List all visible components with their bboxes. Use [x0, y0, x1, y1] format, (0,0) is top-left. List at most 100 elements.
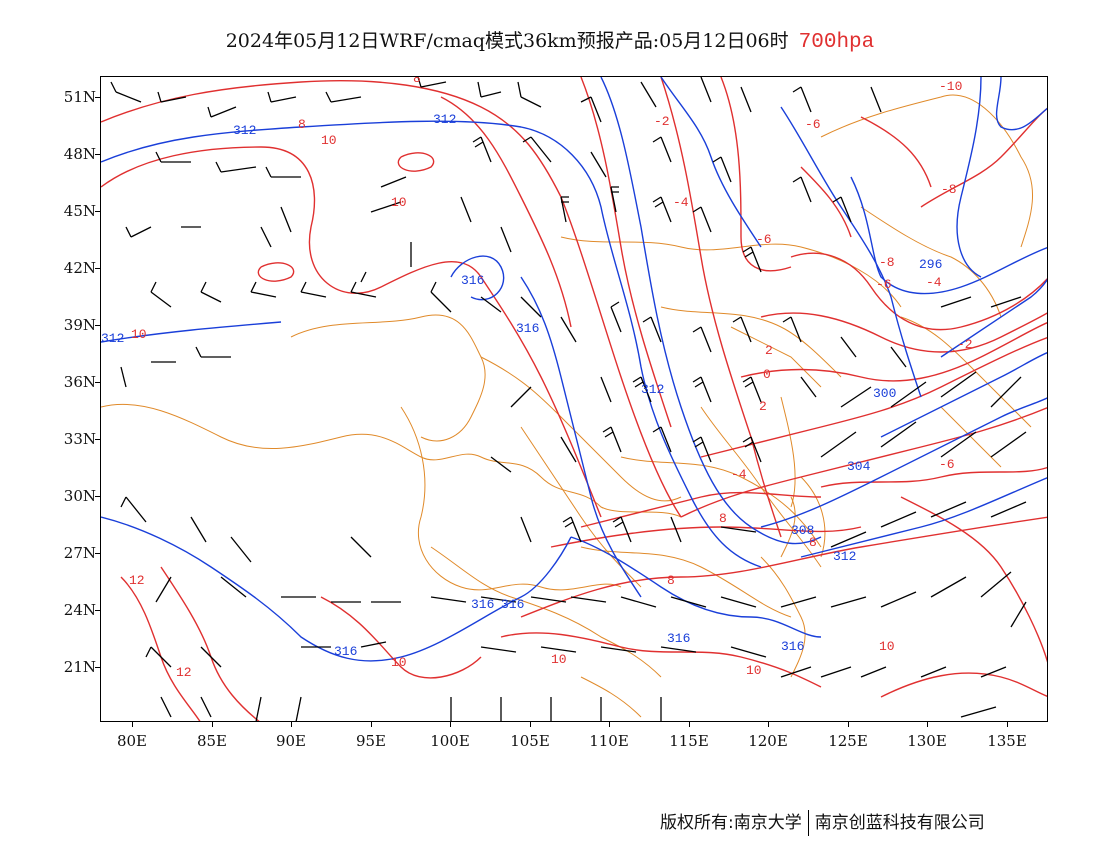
lon-label: 120E — [748, 732, 788, 750]
lat-label: 24N — [63, 601, 96, 619]
temp-label: -6 — [756, 232, 772, 247]
lon-label: 115E — [669, 732, 709, 750]
lon-label: 80E — [116, 732, 148, 750]
title-text: 2024年05月12日WRF/cmaq模式36km预报产品:05月12日06时 — [225, 30, 789, 52]
temp-label: 2 — [765, 343, 773, 358]
lat-tick — [95, 667, 101, 668]
lat-label: 30N — [63, 487, 96, 505]
temp-label: 10 — [551, 652, 567, 667]
lon-label: 100E — [430, 732, 470, 750]
copyright-text: 版权所有:南京大学 — [660, 813, 802, 833]
temp-label: -8 — [941, 182, 957, 197]
lat-tick — [95, 154, 101, 155]
lat-label: 39N — [63, 316, 96, 334]
temp-label: -6 — [939, 457, 955, 472]
lon-label: 95E — [355, 732, 387, 750]
temp-label: -4 — [731, 467, 747, 482]
lat-tick — [95, 211, 101, 212]
company-name: 南京创蓝科技有限公司 — [814, 813, 985, 833]
temp-label: -8 — [879, 255, 895, 270]
lon-tick — [927, 721, 928, 727]
temp-label: -6 — [805, 117, 821, 132]
temp-label: 8 — [719, 511, 727, 526]
map-panel: 8 8 10 10 10 -2 -4 -6 -6 -4 -2 0 2 2 -4 … — [100, 76, 1048, 722]
height-label: 316 — [781, 639, 805, 654]
lat-tick — [95, 382, 101, 383]
height-label: 312 — [233, 123, 257, 138]
lat-tick — [95, 610, 101, 611]
lon-label: 125E — [828, 732, 868, 750]
temp-label: 10 — [879, 639, 895, 654]
lat-tick — [95, 268, 101, 269]
temp-label: 12 — [129, 573, 145, 588]
temp-label: 8 — [809, 535, 817, 550]
lon-label: 85E — [196, 732, 228, 750]
lon-tick — [609, 721, 610, 727]
height-label: 312 — [101, 331, 125, 346]
copyright-footer: 版权所有:南京大学 南京创蓝科技有限公司 — [660, 808, 985, 836]
height-label: 316 — [471, 597, 495, 612]
temp-label: -10 — [939, 79, 963, 94]
lat-tick — [95, 97, 101, 98]
wind-barbs — [110, 77, 1027, 721]
lat-tick — [95, 439, 101, 440]
height-label: 316 — [334, 644, 358, 659]
temp-label: 10 — [321, 133, 337, 148]
lat-label: 51N — [63, 88, 96, 106]
lat-label: 45N — [63, 202, 96, 220]
lat-label: 36N — [63, 373, 96, 391]
temp-label: -4 — [673, 195, 689, 210]
lon-tick — [212, 721, 213, 727]
lat-tick — [95, 553, 101, 554]
temp-label: -6 — [876, 277, 892, 292]
map-title: 2024年05月12日WRF/cmaq模式36km预报产品:05月12日06时 7… — [0, 26, 1100, 54]
weather-map-canvas — [101, 77, 1047, 721]
lat-label: 42N — [63, 259, 96, 277]
temp-label: -4 — [926, 275, 942, 290]
height-label: 316 — [516, 321, 540, 336]
lon-tick — [848, 721, 849, 727]
lon-tick — [689, 721, 690, 727]
lon-label: 105E — [510, 732, 550, 750]
height-label: 312 — [833, 549, 857, 564]
lon-label: 90E — [275, 732, 307, 750]
lat-label: 27N — [63, 544, 96, 562]
height-label: 316 — [501, 597, 525, 612]
lat-label: 33N — [63, 430, 96, 448]
geopotential-contours — [101, 77, 1047, 662]
lat-label: 21N — [63, 658, 96, 676]
height-label: 304 — [847, 459, 871, 474]
lon-tick — [450, 721, 451, 727]
height-label: 296 — [919, 257, 943, 272]
height-label: 312 — [641, 382, 665, 397]
height-label: 312 — [433, 112, 457, 127]
height-label: 316 — [667, 631, 691, 646]
temp-label: -2 — [957, 337, 973, 352]
height-label: 316 — [461, 273, 485, 288]
temp-label: 2 — [759, 399, 767, 414]
temp-label: 10 — [391, 195, 407, 210]
height-label: 300 — [873, 386, 897, 401]
footer-divider — [807, 810, 809, 836]
temp-label: 10 — [131, 327, 147, 342]
lon-tick — [768, 721, 769, 727]
temp-label: 0 — [763, 367, 771, 382]
temp-label: 8 — [667, 573, 675, 588]
lat-label: 48N — [63, 145, 96, 163]
lat-tick — [95, 496, 101, 497]
lon-tick — [1007, 721, 1008, 727]
pressure-level-label: 700hpa — [798, 31, 875, 54]
temp-label: 10 — [746, 663, 762, 678]
temp-label: -2 — [654, 114, 670, 129]
lon-tick — [530, 721, 531, 727]
lon-tick — [291, 721, 292, 727]
lat-tick — [95, 325, 101, 326]
height-label: 308 — [791, 523, 815, 538]
temp-label: 8 — [413, 76, 421, 86]
lon-label: 110E — [589, 732, 629, 750]
boundary-lines — [101, 94, 1034, 718]
lon-label: 130E — [907, 732, 947, 750]
lon-label: 135E — [987, 732, 1027, 750]
lon-tick — [371, 721, 372, 727]
temperature-contours — [101, 77, 1047, 721]
